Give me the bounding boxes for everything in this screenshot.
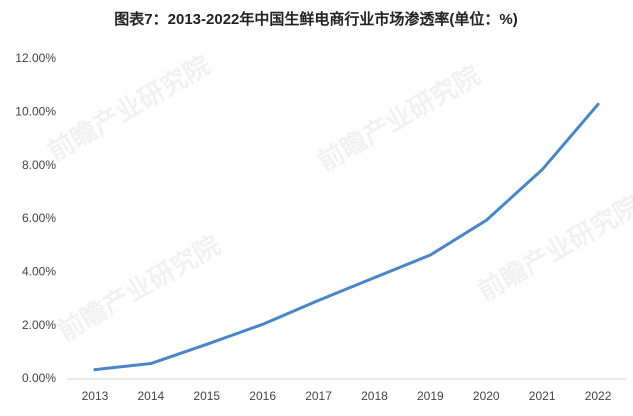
y-tick-label: 0.00% (22, 371, 56, 385)
watermark: 前瞻产业研究院 (53, 230, 226, 347)
chart-title: 图表7：2013-2022年中国生鲜电商行业市场渗透率(单位：%) (114, 10, 517, 28)
watermark: 前瞻产业研究院 (313, 60, 486, 177)
line (93, 102, 600, 372)
x-tick-label: 2021 (529, 389, 556, 403)
y-tick-label: 12.00% (15, 51, 56, 65)
y-tick-label: 6.00% (22, 211, 56, 225)
y-tick-label: 4.00% (22, 265, 56, 279)
x-tick-label: 2020 (473, 389, 500, 403)
x-tick-label: 2022 (585, 389, 612, 403)
watermark: 前瞻产业研究院 (43, 50, 216, 167)
y-tick-label: 8.00% (22, 158, 56, 172)
watermark: 前瞻产业研究院 (473, 190, 633, 307)
y-tick-label: 2.00% (22, 318, 56, 332)
x-tick-label: 2018 (361, 389, 388, 403)
x-tick-label: 2017 (305, 389, 332, 403)
x-tick-label: 2016 (249, 389, 276, 403)
x-tick-label: 2013 (82, 389, 109, 403)
y-tick-label: 10.00% (15, 105, 56, 119)
x-tick-label: 2019 (417, 389, 444, 403)
x-tick-label: 2014 (137, 389, 164, 403)
x-tick-label: 2015 (193, 389, 220, 403)
